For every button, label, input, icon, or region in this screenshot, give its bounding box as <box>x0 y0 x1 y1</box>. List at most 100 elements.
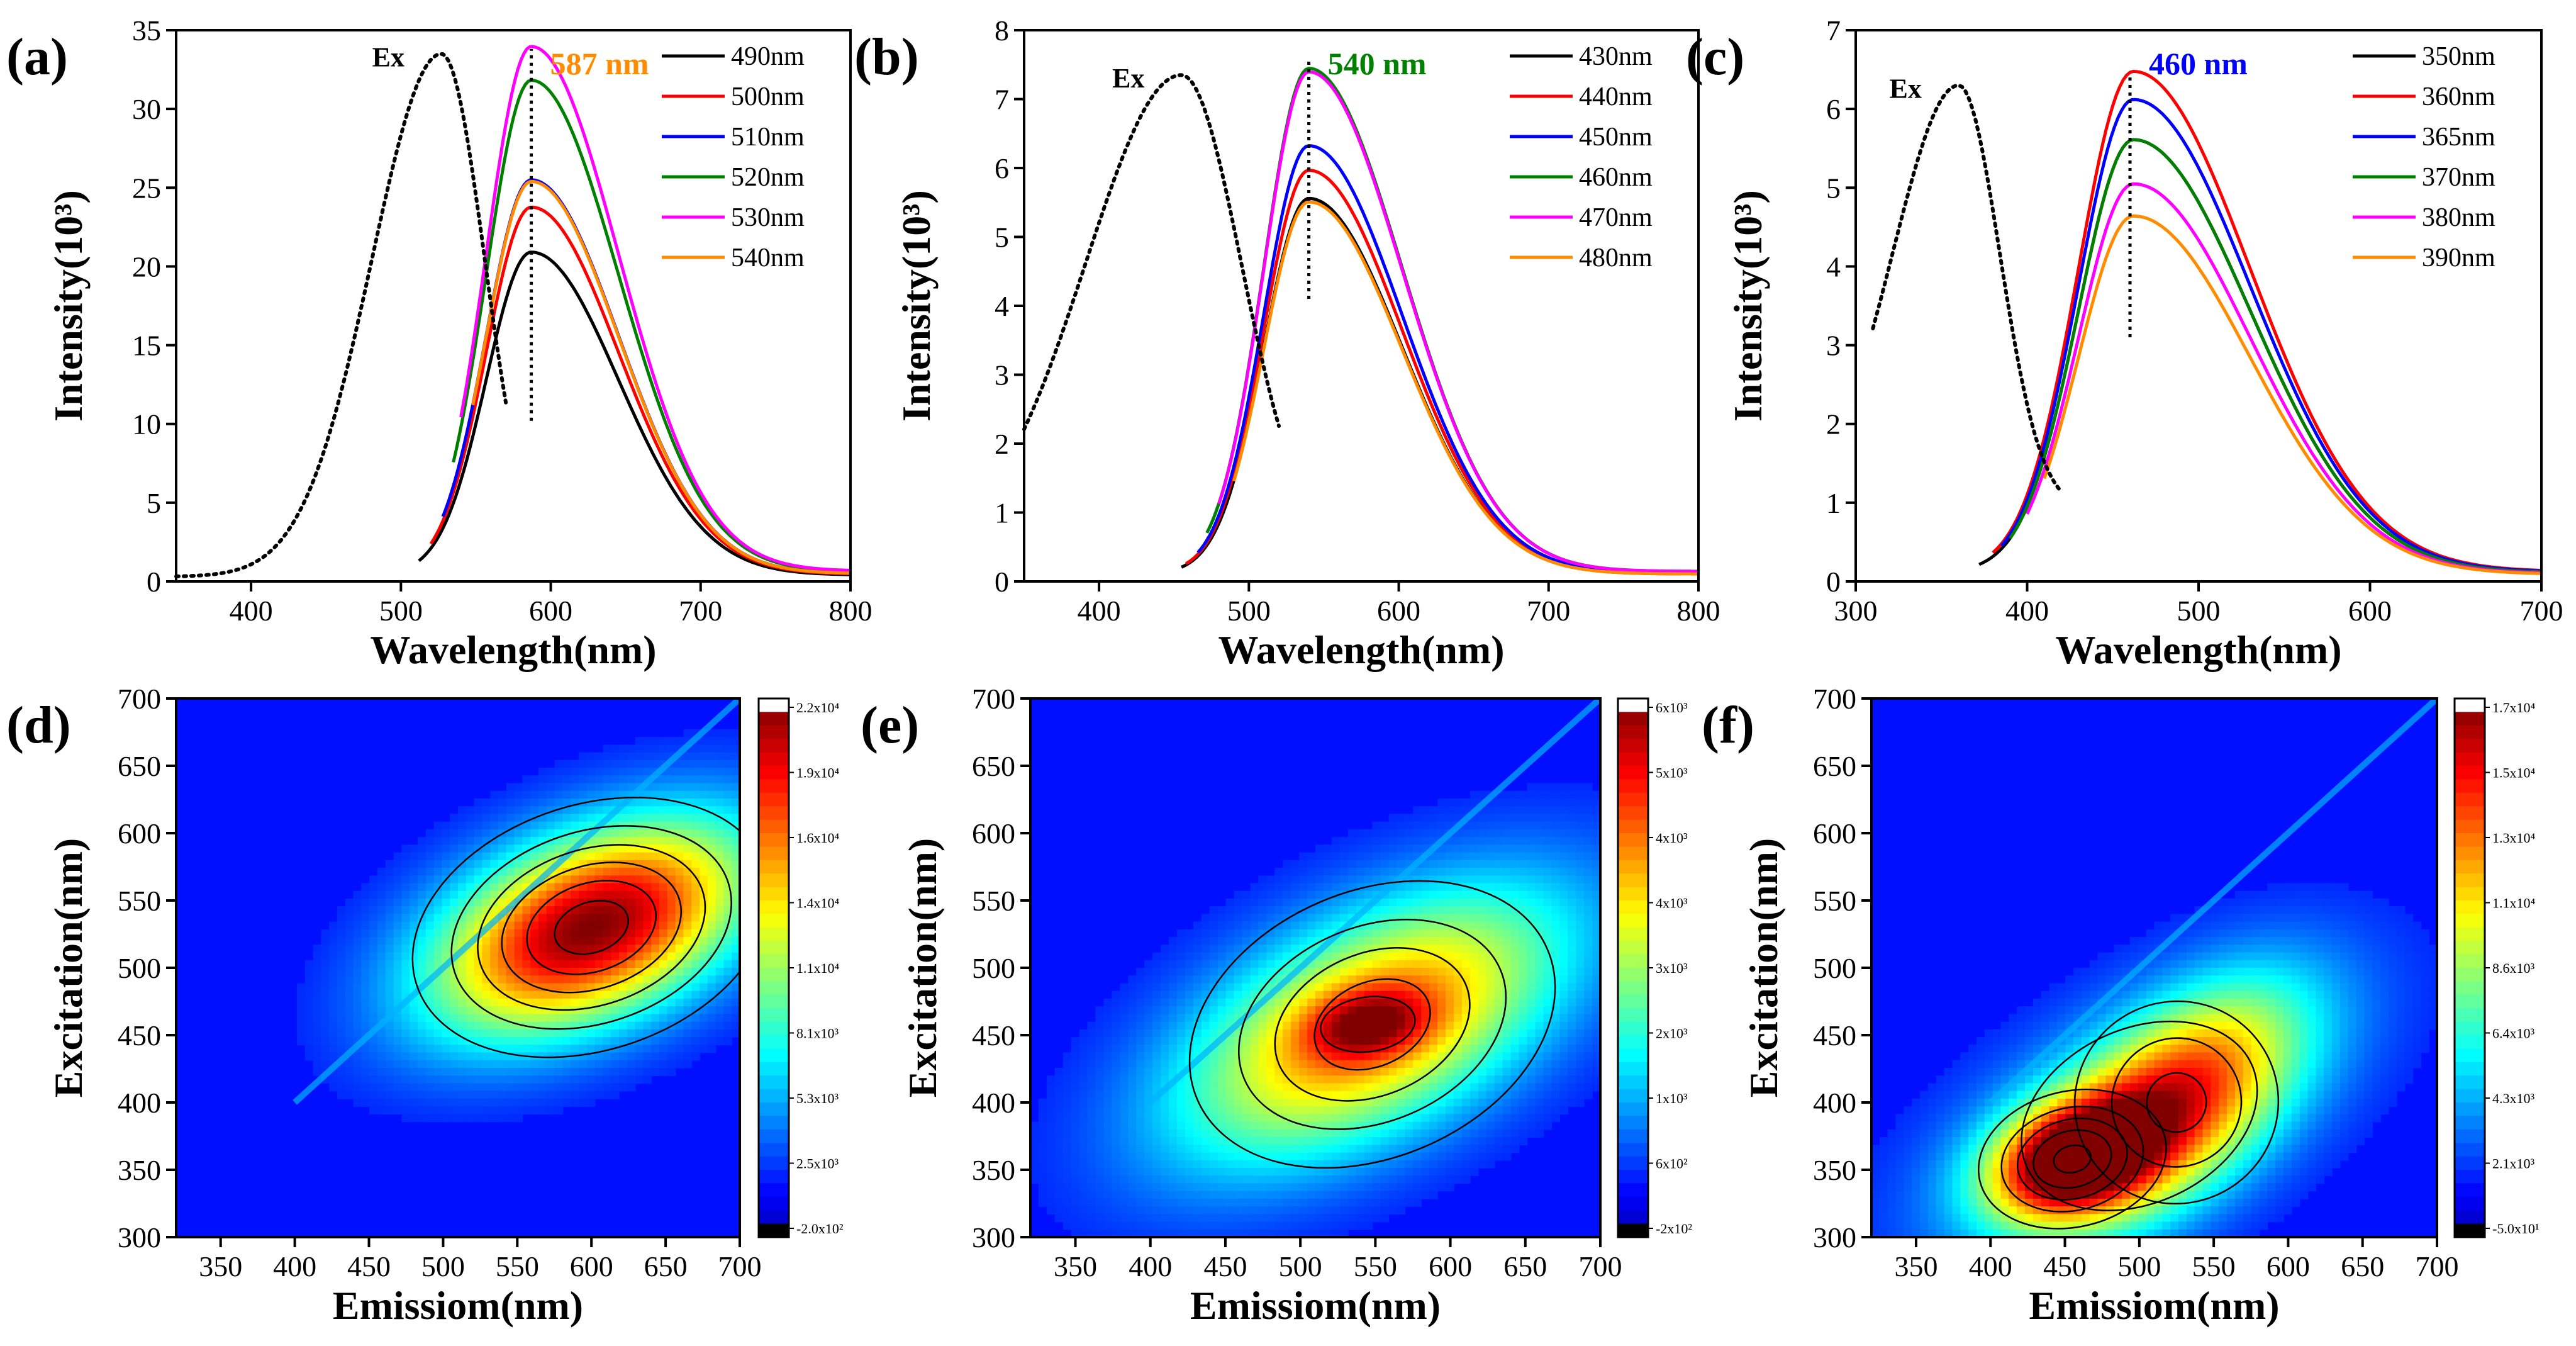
peak-wavelength-label: 460 nm <box>2149 46 2248 81</box>
x-tick-label: 400 <box>2005 595 2049 627</box>
colorbar-tick-label: 1x10³ <box>1656 1091 1688 1106</box>
y-tick-label: 400 <box>972 1087 1015 1119</box>
x-tick-label: 650 <box>2341 1250 2384 1282</box>
y-tick-label: 450 <box>118 1019 161 1052</box>
y-tick-label: 3 <box>995 359 1009 391</box>
heatmap-field <box>1030 698 1600 1237</box>
y-tick-label: 6 <box>1826 93 1841 125</box>
colorbar-tick-label: 6x10³ <box>1656 700 1688 715</box>
plot-frame <box>175 29 852 583</box>
colorbar-tick-label: 1.1x10⁴ <box>796 960 840 976</box>
y-tick-label: 650 <box>118 750 161 782</box>
x-tick-label: 600 <box>1429 1250 1472 1282</box>
y-tick-label: 0 <box>147 566 161 598</box>
colorbar-tick-label: 6.4x10³ <box>2492 1026 2535 1041</box>
series-line-510nm <box>441 178 851 575</box>
y-tick-label: 550 <box>972 885 1015 917</box>
x-tick-label: 600 <box>2348 595 2392 627</box>
y-tick-label: 0 <box>995 566 1009 598</box>
series-line-530nm <box>459 45 851 572</box>
x-tick-label: 650 <box>644 1250 688 1282</box>
y-tick-label: 300 <box>1813 1221 1856 1253</box>
x-tick-label: 500 <box>1227 595 1271 627</box>
y-axis-title: Excitation(nm) <box>1741 838 1786 1097</box>
colorbar-tick-label: 5x10³ <box>1656 765 1688 781</box>
panel-label: (c) <box>1686 28 1744 86</box>
legend-entry: 500nm <box>731 82 805 111</box>
legend-entry: 540nm <box>731 244 805 272</box>
x-axis-title: Wavelength(nm) <box>1218 627 1504 672</box>
contour-line <box>1188 880 1556 1169</box>
contour-line <box>2073 1000 2280 1205</box>
y-tick-label: 5 <box>147 487 161 519</box>
y-tick-label: 300 <box>972 1221 1015 1253</box>
legend-entry: 430nm <box>1579 42 1653 71</box>
x-tick-label: 350 <box>1894 1250 1938 1282</box>
y-tick-label: 5 <box>995 222 1009 254</box>
panel-label: (b) <box>854 28 919 86</box>
legend-entry: 450nm <box>1579 123 1653 152</box>
y-tick-label: 2 <box>1826 408 1841 440</box>
y-tick-label: 1 <box>995 497 1009 529</box>
legend-entry: 490nm <box>731 42 805 71</box>
colorbar-tick-label: -2x10² <box>1656 1221 1692 1237</box>
contour-line <box>411 797 740 1058</box>
legend-entry: 470nm <box>1579 203 1653 232</box>
x-tick-label: 700 <box>1527 595 1570 627</box>
colorbar-tick-label: 8.1x10³ <box>796 1026 839 1041</box>
panel-label: (d) <box>6 696 71 754</box>
x-tick-label: 550 <box>496 1250 539 1282</box>
y-tick-label: 400 <box>1813 1087 1856 1119</box>
x-tick-label: 300 <box>1834 595 1878 627</box>
x-axis-title: Wavelength(nm) <box>2055 627 2341 672</box>
peak-wavelength-label: 540 nm <box>1328 46 1427 81</box>
x-tick-label: 600 <box>529 595 572 627</box>
y-tick-label: 4 <box>1826 250 1841 283</box>
x-tick-label: 400 <box>230 595 273 627</box>
x-tick-label: 500 <box>1279 1250 1322 1282</box>
y-axis-title: Intensity(10³) <box>894 190 939 422</box>
series-line-490nm <box>418 250 850 576</box>
y-tick-label: 3 <box>1826 330 1841 362</box>
series-line-470nm <box>1217 70 1698 573</box>
x-tick-label: 500 <box>421 1250 465 1282</box>
y-axis-title: Intensity(10³) <box>1726 190 1770 422</box>
x-tick-label: 350 <box>199 1250 242 1282</box>
colorbar: 1.7x10⁴ 1.5x10⁴ 1.3x10⁴ 1.1x10⁴ 8.6x10³ 6.4x1… <box>2453 697 2539 1238</box>
contour-line <box>1274 947 1471 1102</box>
panel-label: (e) <box>861 696 919 754</box>
y-tick-label: 550 <box>118 885 161 917</box>
contour-line <box>1320 995 1416 1053</box>
heatmap-field <box>1871 698 2437 1237</box>
y-tick-label: 2 <box>995 428 1009 460</box>
y-tick-label: 500 <box>118 952 161 984</box>
series-line-480nm <box>1232 200 1698 576</box>
panel-b-spectra: Ex 540 nm 400 500 600 700 800 0 1 2 3 4 5 6 7 8 Waveleng… <box>854 14 1720 672</box>
colorbar-tick-label: 2x10³ <box>1656 1026 1688 1041</box>
y-tick-label: 25 <box>132 172 161 204</box>
x-tick-label: 700 <box>718 1250 762 1282</box>
y-tick-label: 10 <box>132 408 161 440</box>
contour-line <box>2053 1144 2092 1174</box>
scatter-diagonal <box>1148 698 1600 1105</box>
contour-line <box>526 880 657 975</box>
contour-line <box>1977 1089 2167 1230</box>
series-line-390nm <box>2043 214 2542 575</box>
x-tick-label: 500 <box>2177 595 2221 627</box>
x-tick-label: 700 <box>1579 1250 1622 1282</box>
x-tick-label: 400 <box>273 1250 316 1282</box>
series-line-370nm <box>2009 138 2542 574</box>
x-tick-label: 400 <box>1078 595 1121 627</box>
colorbar-tick-label: 4x10³ <box>1656 895 1688 911</box>
y-tick-label: 550 <box>1813 885 1856 917</box>
x-tick-label: 700 <box>679 595 722 627</box>
y-tick-label: 700 <box>118 683 161 715</box>
y-tick-label: 0 <box>1826 566 1841 598</box>
y-tick-label: 450 <box>1813 1019 1856 1052</box>
y-tick-label: 5 <box>1826 172 1841 204</box>
legend-entry: 380nm <box>2422 203 2495 232</box>
colorbar-tick-label: 4.3x10³ <box>2492 1091 2535 1106</box>
y-tick-label: 350 <box>972 1154 1015 1186</box>
contour-line <box>501 861 682 994</box>
